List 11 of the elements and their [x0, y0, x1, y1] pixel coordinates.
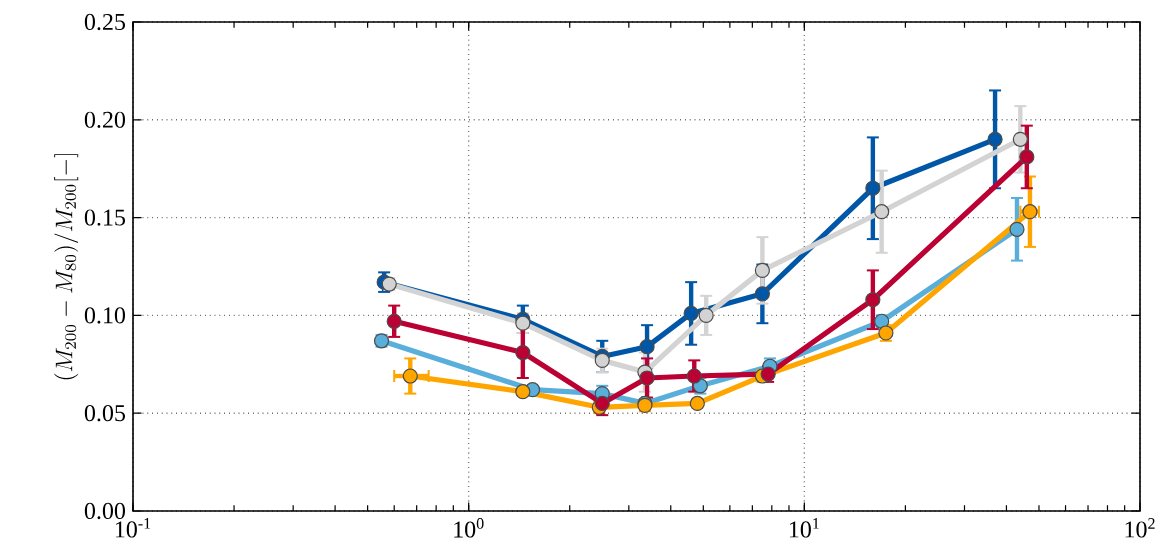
y-axis-title: $(M_{200}-M_{80})/M_{200}[-]$ — [54, 154, 79, 380]
y-tick-label: 0.15 — [84, 209, 126, 226]
y-tick-label: 0.10 — [84, 307, 126, 324]
x-tick-label: 10$^{-1}$ — [115, 518, 151, 538]
x-tick-label: 10$^{0}$ — [454, 518, 484, 538]
y-tick-label: 0.05 — [84, 405, 126, 422]
y-tick-label: 0.25 — [84, 13, 126, 31]
x-tick-label: 10$^{2}$ — [1125, 518, 1155, 538]
y-tick-label: 0.00 — [84, 502, 126, 520]
x-tick-label: 10$^{1}$ — [789, 518, 819, 538]
y-tick-label: 0.20 — [84, 111, 126, 128]
